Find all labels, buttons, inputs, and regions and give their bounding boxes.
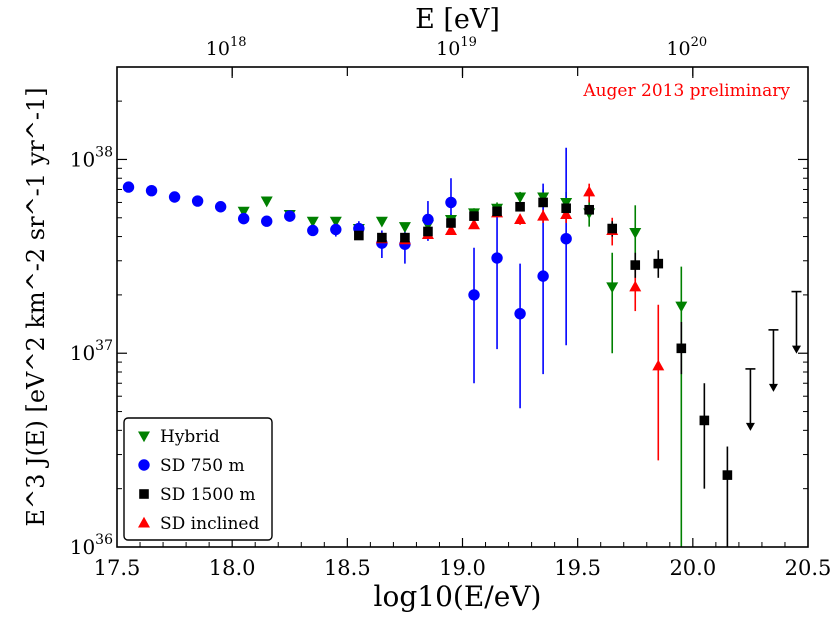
x-tick-label: 19.0 [439, 556, 486, 580]
sd-inclined-point [629, 280, 642, 292]
sd-750-m-point [307, 224, 319, 237]
x-tick-label: 18.5 [324, 556, 371, 580]
sd-1500-m-point [377, 232, 387, 243]
sd-750-m-point [122, 181, 135, 193]
x-axis-title: log10(E/eV) [374, 580, 542, 613]
x-tick-label: 20.0 [669, 556, 716, 580]
sd-inclined-point [468, 218, 481, 230]
legend-sd-1500-m-label: SD 1500 m [160, 485, 255, 505]
sd-1500-m-point [676, 343, 687, 354]
sd-inclined-point [537, 209, 550, 221]
sd-1500-m-point [538, 197, 548, 208]
axis-labels: 17.5 18.0 18.5 19.0 19.5 20.0 20.5 1018 1019 1020… [22, 4, 830, 613]
sd-1500-m-point [699, 415, 710, 426]
sd-1500-m-point [354, 230, 364, 241]
sd-750-m-point [537, 270, 549, 282]
legend-sd-inclined-label: SD inclined [160, 514, 259, 534]
legend-sd-inclined-marker [138, 516, 150, 528]
sd-1500-m-point [561, 203, 571, 214]
sd-750-m-point [560, 232, 572, 245]
data-markers [122, 181, 802, 480]
upper-limit-arrowhead [745, 422, 755, 431]
sd-1500-m-point [400, 232, 410, 243]
upper-limit-arrowhead [791, 345, 801, 354]
hybrid-point [560, 197, 573, 209]
y-tick-label: 1036 [70, 532, 113, 559]
sd-inclined-point [444, 224, 457, 235]
sd-750-m-point [168, 191, 181, 203]
hybrid-point [514, 192, 527, 204]
sd-1500-m-point [584, 204, 594, 215]
plot-frame [116, 66, 809, 548]
sd-750-m-point [284, 210, 296, 222]
y-tick-label: 1038 [70, 144, 113, 171]
legend-sd-750-m-label: SD 750 m [160, 456, 245, 476]
sd-1500-m-point [653, 258, 664, 269]
x-tick-label: 19.5 [554, 556, 601, 580]
hybrid-point [398, 222, 411, 233]
legend-hybrid-label: Hybrid [160, 427, 220, 447]
axes-layer [117, 67, 808, 547]
sd-750-m-point [422, 213, 434, 226]
sd-1500-m-point [446, 218, 456, 228]
hybrid-point [237, 206, 250, 218]
hybrid-point [329, 216, 342, 228]
top-tick-label: 1020 [666, 35, 707, 60]
hybrid-point [629, 227, 642, 239]
sd-750-m-point [491, 252, 503, 264]
hybrid-point [306, 216, 319, 228]
x-tick-label: 17.5 [94, 556, 141, 580]
sd-inclined-point [514, 213, 527, 224]
sd-1500-m-point [630, 260, 641, 270]
sd-1500-m-point [492, 206, 502, 217]
legend-box [123, 417, 273, 541]
sd-1500-m-point [722, 470, 733, 480]
y-tick-label: 1037 [70, 338, 113, 365]
sd-inclined-point [652, 359, 665, 371]
hybrid-point [375, 216, 388, 228]
sd-1500-m-point [515, 201, 525, 212]
top-axis-title: E [eV] [415, 4, 500, 35]
sd-1500-m-point [469, 211, 479, 221]
sd-750-m-point [514, 307, 526, 320]
upper-limit-arrowhead [768, 383, 778, 392]
hybrid-point [606, 282, 619, 294]
hybrid-point [260, 196, 273, 208]
top-tick-label: 1018 [206, 35, 247, 60]
auger-2013-annotation: Auger 2013 preliminary [582, 81, 790, 101]
sd-750-m-point [237, 212, 250, 225]
hybrid-point [675, 301, 688, 313]
sd-inclined-point [583, 185, 596, 197]
legend: Hybrid SD 750 m SD 1500 m SD inclined [123, 417, 273, 541]
sd-inclined-point [560, 208, 573, 219]
x-tick-label: 20.5 [785, 556, 830, 580]
y-axis-title: E^3 J(E) [eV^2 km^-2 sr^-1 yr^-1] [22, 87, 50, 526]
sd-750-m-point [445, 196, 457, 209]
sd-750-m-point [330, 223, 342, 236]
sd-750-m-point [214, 201, 227, 213]
top-tick-label: 1019 [436, 35, 477, 60]
legend-hybrid-marker [138, 431, 150, 443]
legend-sd-1500-m-marker [139, 489, 149, 499]
x-tick-label: 18.0 [209, 556, 256, 580]
sd-750-m-point [261, 215, 273, 227]
sd-750-m-point [191, 195, 204, 207]
sd-750-m-point [145, 184, 158, 197]
legend-sd-750-m-marker [138, 459, 150, 471]
sd-1500-m-point [423, 226, 433, 237]
sd-750-m-point [468, 289, 480, 301]
sd-1500-m-point [607, 223, 618, 234]
